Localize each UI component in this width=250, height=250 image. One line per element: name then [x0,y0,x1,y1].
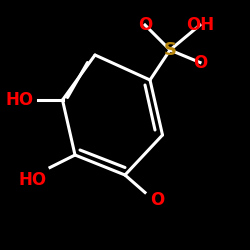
Text: HO: HO [6,91,34,109]
Text: HO: HO [18,171,46,189]
Text: O: O [193,54,207,72]
Text: O: O [138,16,152,34]
Text: OH: OH [186,16,214,34]
Text: S: S [164,41,176,59]
Text: O: O [150,191,164,209]
